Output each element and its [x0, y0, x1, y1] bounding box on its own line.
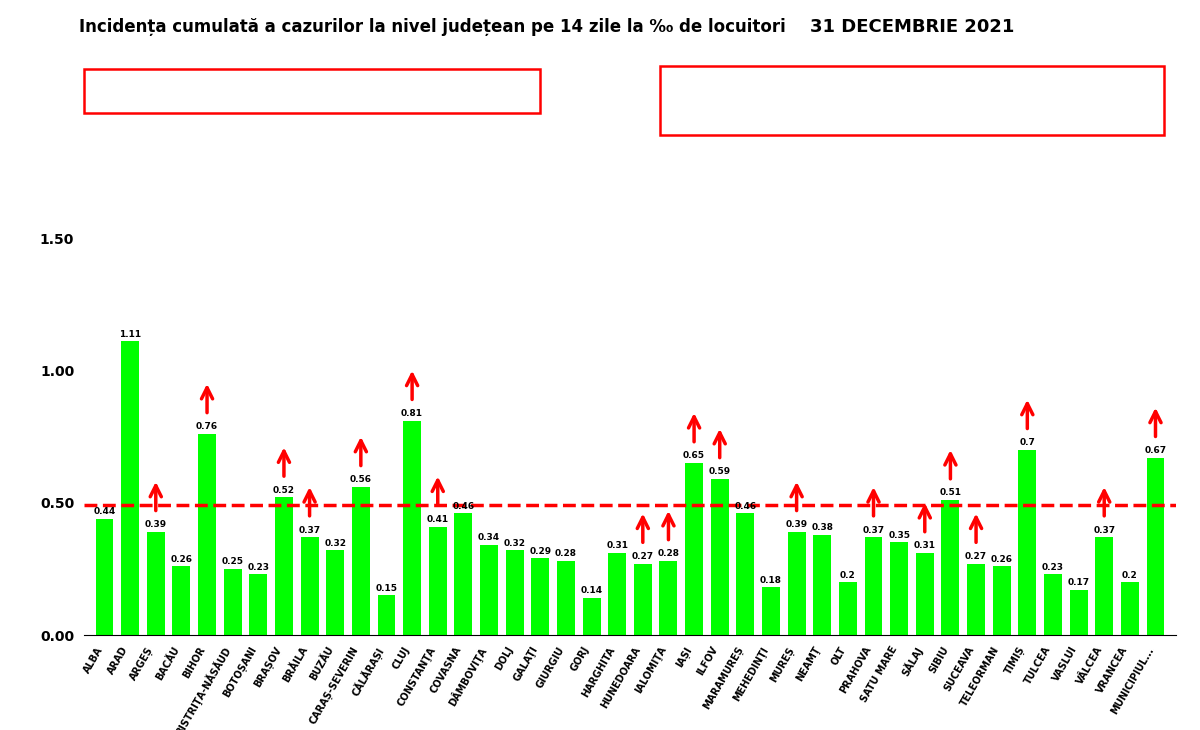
Bar	[378, 596, 396, 635]
Text: 0.39: 0.39	[786, 520, 808, 529]
Bar	[301, 537, 318, 635]
Text: 0.37: 0.37	[1093, 526, 1115, 534]
Text: 0.37: 0.37	[863, 526, 884, 534]
Text: conform datelor INS: conform datelor INS	[841, 109, 983, 122]
Text: 0.23: 0.23	[247, 563, 269, 572]
Bar	[1146, 458, 1164, 635]
Bar	[608, 553, 626, 635]
Bar	[1069, 590, 1087, 635]
Bar	[428, 526, 446, 635]
Text: 0.23: 0.23	[1042, 563, 1064, 572]
Bar	[864, 537, 882, 635]
Bar	[762, 588, 780, 635]
Text: 0.65: 0.65	[683, 451, 706, 461]
Bar	[685, 463, 703, 635]
Text: Total judete care au inregistrat crestere: 22: Total judete care au inregistrat crester…	[98, 84, 443, 99]
Text: MEDIA NATIONALA - 0.49-  raportat la populatia României,: MEDIA NATIONALA - 0.49- raportat la popu…	[708, 83, 1116, 96]
Bar	[582, 598, 600, 635]
Bar	[480, 545, 498, 635]
Text: 0.59: 0.59	[709, 467, 731, 476]
Bar	[532, 558, 550, 635]
Text: 0.28: 0.28	[554, 550, 577, 558]
Bar	[505, 550, 523, 635]
Bar	[737, 513, 755, 635]
Text: 0.25: 0.25	[222, 557, 244, 566]
Bar	[660, 561, 678, 635]
Text: 0.46: 0.46	[452, 502, 474, 511]
Bar	[455, 513, 473, 635]
Text: 0.2: 0.2	[1122, 571, 1138, 580]
Bar	[1044, 575, 1062, 635]
Text: 0.31: 0.31	[606, 542, 628, 550]
Text: 0.26: 0.26	[170, 555, 192, 564]
Bar	[275, 498, 293, 635]
Text: 1.11: 1.11	[119, 330, 142, 339]
Text: 0.2: 0.2	[840, 571, 856, 580]
Bar	[198, 434, 216, 635]
Text: 0.76: 0.76	[196, 423, 218, 431]
Bar	[223, 569, 241, 635]
Text: 0.41: 0.41	[427, 515, 449, 524]
Text: 0.81: 0.81	[401, 409, 424, 418]
Bar	[250, 575, 268, 635]
Bar	[1096, 537, 1114, 635]
Bar	[173, 566, 191, 635]
Bar	[634, 564, 652, 635]
Text: 0.17: 0.17	[1068, 578, 1090, 588]
Bar	[967, 564, 985, 635]
Bar	[942, 500, 959, 635]
Text: 0.35: 0.35	[888, 531, 910, 540]
Text: 0.29: 0.29	[529, 547, 551, 556]
Bar	[403, 420, 421, 635]
Bar	[326, 550, 344, 635]
Bar	[1019, 450, 1037, 635]
Bar	[146, 532, 164, 635]
Text: 0.28: 0.28	[658, 550, 679, 558]
Text: 0.38: 0.38	[811, 523, 833, 532]
Bar	[916, 553, 934, 635]
Text: 0.51: 0.51	[940, 488, 961, 498]
Bar	[121, 342, 139, 635]
Text: 0.26: 0.26	[991, 555, 1013, 564]
Text: 0.18: 0.18	[760, 576, 782, 585]
Bar	[992, 566, 1010, 635]
Text: 0.15: 0.15	[376, 584, 397, 593]
Text: 0.67: 0.67	[1145, 446, 1166, 456]
Bar	[352, 487, 370, 635]
Text: 0.44: 0.44	[94, 507, 115, 516]
Bar	[814, 534, 832, 635]
Text: 0.39: 0.39	[145, 520, 167, 529]
Text: 0.52: 0.52	[272, 486, 295, 495]
Text: 0.32: 0.32	[504, 539, 526, 548]
Text: 0.14: 0.14	[581, 586, 602, 596]
Text: 0.37: 0.37	[299, 526, 320, 534]
Text: 0.27: 0.27	[965, 552, 988, 561]
Bar	[557, 561, 575, 635]
Bar	[1121, 583, 1139, 635]
Text: 0.46: 0.46	[734, 502, 756, 511]
Text: 0.7: 0.7	[1019, 438, 1036, 447]
Bar	[839, 583, 857, 635]
Bar	[890, 542, 908, 635]
Bar	[787, 532, 805, 635]
Bar	[710, 479, 728, 635]
Text: 0.32: 0.32	[324, 539, 347, 548]
Bar	[96, 518, 114, 635]
Text: 0.34: 0.34	[478, 534, 500, 542]
Text: 31 DECEMBRIE 2021: 31 DECEMBRIE 2021	[810, 18, 1014, 36]
Text: 0.31: 0.31	[913, 542, 936, 550]
Text: 0.27: 0.27	[631, 552, 654, 561]
Text: 0.56: 0.56	[350, 475, 372, 484]
Text: Incidența cumulată a cazurilor la nivel județean pe 14 zile la ‰ de locuitori: Incidența cumulată a cazurilor la nivel …	[79, 18, 785, 36]
